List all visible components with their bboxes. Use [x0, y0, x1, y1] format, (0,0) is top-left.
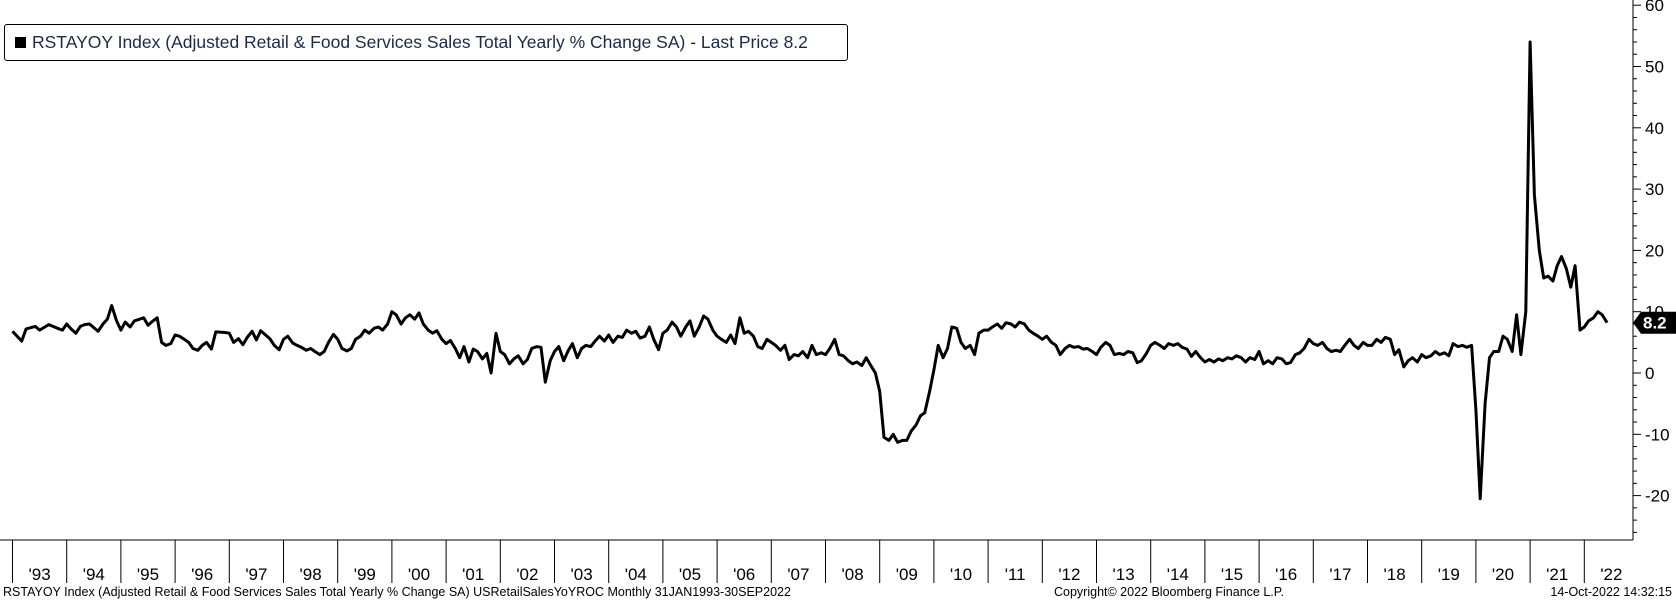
x-tick-label: '21 — [1546, 565, 1568, 584]
x-tick-label: '07 — [787, 565, 809, 584]
footer-description: RSTAYOY Index (Adjusted Retail & Food Se… — [3, 585, 791, 599]
x-tick-label: '19 — [1438, 565, 1460, 584]
y-tick-label: 20 — [1645, 241, 1664, 260]
x-tick-label: '03 — [571, 565, 593, 584]
y-axis: -20-100102030405060 — [1632, 0, 1670, 540]
x-tick-label: '18 — [1384, 565, 1406, 584]
x-tick-label: '93 — [29, 565, 51, 584]
last-price-marker: 8.2 — [1633, 311, 1676, 334]
footer-copyright: Copyright© 2022 Bloomberg Finance L.P. — [1054, 585, 1284, 599]
x-tick-label: '08 — [842, 565, 864, 584]
y-tick-label: 30 — [1645, 180, 1664, 199]
x-tick-label: '01 — [462, 565, 484, 584]
x-tick-label: '99 — [354, 565, 376, 584]
x-tick-label: '12 — [1058, 565, 1080, 584]
x-tick-label: '22 — [1600, 565, 1622, 584]
footer-timestamp: 14-Oct-2022 14:32:15 — [1550, 585, 1672, 599]
x-tick-label: '94 — [83, 565, 105, 584]
x-tick-label: '05 — [679, 565, 701, 584]
x-tick-label: '16 — [1275, 565, 1297, 584]
x-tick-label: '96 — [191, 565, 213, 584]
x-tick-label: '09 — [896, 565, 918, 584]
y-tick-label: -10 — [1645, 425, 1670, 444]
x-tick-label: '15 — [1221, 565, 1243, 584]
x-tick-label: '97 — [245, 565, 267, 584]
x-tick-label: '98 — [300, 565, 322, 584]
series-line-0 — [11, 40, 1609, 501]
y-tick-label: -20 — [1645, 487, 1670, 506]
x-tick-label: '10 — [950, 565, 972, 584]
legend: RSTAYOY Index (Adjusted Retail & Food Se… — [4, 24, 848, 61]
last-price-label: 8.2 — [1643, 314, 1667, 333]
x-tick-label: '02 — [516, 565, 538, 584]
x-tick-label: '17 — [1329, 565, 1351, 584]
legend-label: RSTAYOY Index (Adjusted Retail & Food Se… — [32, 32, 808, 52]
x-tick-label: '00 — [408, 565, 430, 584]
x-tick-label: '13 — [1113, 565, 1135, 584]
x-tick-label: '06 — [733, 565, 755, 584]
y-tick-label: 40 — [1645, 119, 1664, 138]
last-price-badge — [1633, 311, 1676, 334]
x-tick-label: '20 — [1492, 565, 1514, 584]
series-line-group — [11, 40, 1609, 501]
y-tick-label: 60 — [1645, 0, 1664, 15]
legend-swatch-icon — [15, 37, 26, 48]
x-tick-label: '11 — [1005, 565, 1026, 584]
x-tick-label: '04 — [625, 565, 647, 584]
y-tick-label: 50 — [1645, 58, 1664, 77]
x-tick-label: '95 — [137, 565, 159, 584]
x-axis: '93 '94 '95 '96 '97 '98 '99 '00 '01 '02 '03 '04 '05 '… — [0, 539, 1633, 584]
y-tick-label: 0 — [1645, 364, 1654, 383]
x-tick-label: '14 — [1167, 565, 1189, 584]
